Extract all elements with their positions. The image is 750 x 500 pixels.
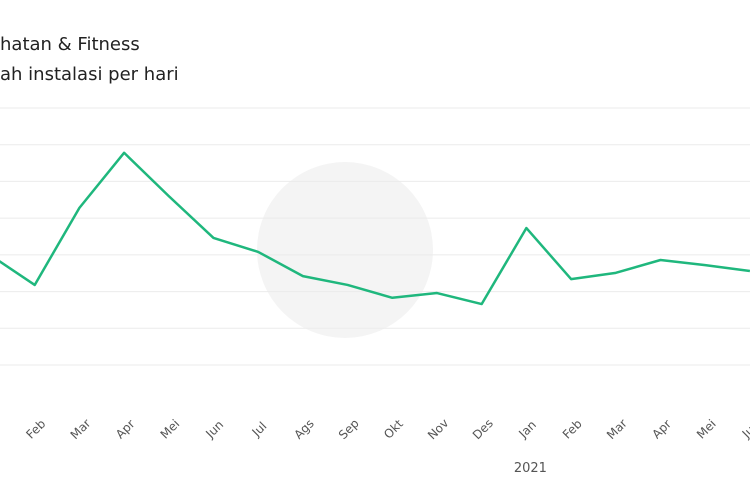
x-tick-label: Jul xyxy=(249,419,270,440)
x-tick-label: Apr xyxy=(649,417,674,442)
x-tick-label: Sep xyxy=(336,416,362,442)
x-tick-label: Apr xyxy=(113,417,138,442)
x-tick-label: Des xyxy=(470,416,496,442)
x-tick-label: Ags xyxy=(291,416,317,442)
x-tick-label: Nov xyxy=(425,416,451,442)
watermark xyxy=(257,162,433,338)
data-line xyxy=(0,151,750,306)
x-tick-label: Feb xyxy=(23,417,48,442)
x-tick-label: Okt xyxy=(381,417,406,442)
chart-title: hatan & Fitness xyxy=(0,34,140,55)
x-tick-label: Mei xyxy=(158,417,183,442)
x-tick-label: Mar xyxy=(68,416,94,442)
chart-subtitle: ah instalasi per hari xyxy=(0,64,179,85)
x-tick-label: Mei xyxy=(694,417,719,442)
x-tick-label: Feb xyxy=(560,417,585,442)
x-tick-label: Jan xyxy=(515,418,539,442)
x-tick-label: Mar xyxy=(604,416,630,442)
x-tick-label: Jun xyxy=(739,418,750,442)
x-tick-label: Jun xyxy=(202,418,226,442)
year-label: 2021 xyxy=(514,461,547,476)
